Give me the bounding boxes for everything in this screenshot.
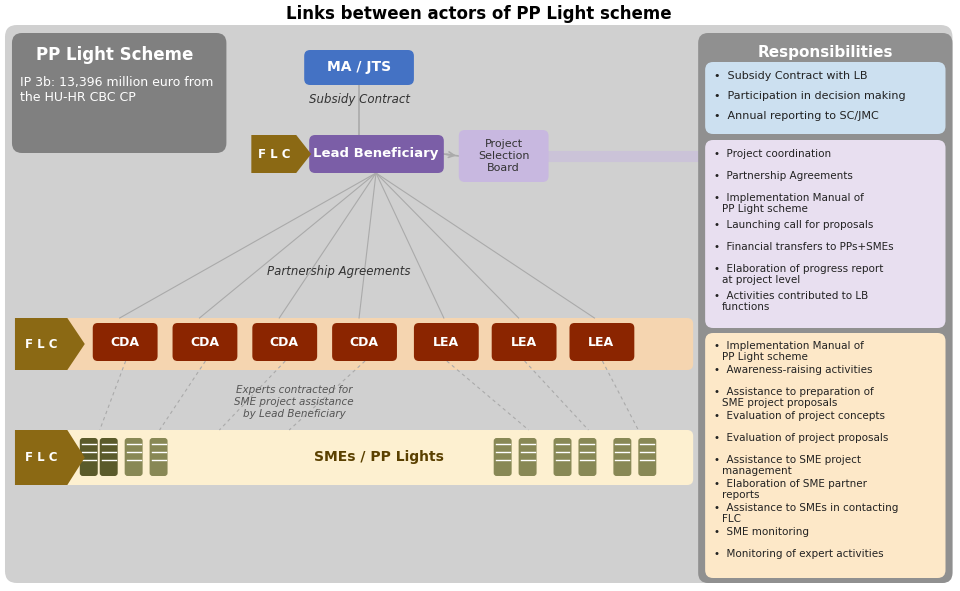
Text: •  Assistance to preparation of: • Assistance to preparation of: [714, 387, 874, 397]
Text: •  Implementation Manual of: • Implementation Manual of: [714, 193, 864, 203]
FancyBboxPatch shape: [638, 438, 657, 476]
Text: •  SME monitoring: • SME monitoring: [714, 527, 809, 537]
Text: Experts contracted for
SME project assistance
by Lead Beneficiary: Experts contracted for SME project assis…: [234, 385, 354, 418]
Text: CDA: CDA: [110, 336, 139, 349]
Text: •  Evaluation of project concepts: • Evaluation of project concepts: [714, 411, 885, 421]
Text: Project
Selection
Board: Project Selection Board: [478, 139, 529, 173]
FancyBboxPatch shape: [304, 50, 414, 85]
FancyBboxPatch shape: [332, 323, 396, 361]
FancyBboxPatch shape: [5, 25, 952, 583]
FancyBboxPatch shape: [569, 323, 635, 361]
Text: CDA: CDA: [349, 336, 378, 349]
Text: FLC: FLC: [722, 514, 741, 524]
Text: •  Awareness-raising activities: • Awareness-raising activities: [714, 365, 873, 375]
FancyBboxPatch shape: [252, 323, 317, 361]
Text: •  Assistance to SME project: • Assistance to SME project: [714, 455, 861, 465]
Text: •  Subsidy Contract with LB: • Subsidy Contract with LB: [714, 71, 868, 81]
Polygon shape: [252, 135, 311, 173]
FancyBboxPatch shape: [150, 438, 168, 476]
Text: •  Financial transfers to PPs+SMEs: • Financial transfers to PPs+SMEs: [714, 242, 894, 252]
FancyBboxPatch shape: [60, 430, 693, 485]
Text: MA / JTS: MA / JTS: [327, 60, 391, 74]
FancyBboxPatch shape: [309, 135, 444, 173]
FancyBboxPatch shape: [60, 318, 693, 370]
Text: LEA: LEA: [433, 336, 459, 349]
Text: IP 3b: 13,396 million euro from
the HU-HR CBC CP: IP 3b: 13,396 million euro from the HU-H…: [20, 76, 213, 104]
Text: Links between actors of PP Light scheme: Links between actors of PP Light scheme: [286, 5, 672, 23]
Text: at project level: at project level: [722, 275, 801, 285]
FancyBboxPatch shape: [93, 323, 157, 361]
Text: SMEs / PP Lights: SMEs / PP Lights: [314, 450, 444, 464]
FancyBboxPatch shape: [706, 62, 946, 134]
Polygon shape: [15, 318, 84, 370]
Text: •  Annual reporting to SC/JMC: • Annual reporting to SC/JMC: [714, 111, 878, 121]
Text: •  Elaboration of progress report: • Elaboration of progress report: [714, 264, 883, 274]
FancyBboxPatch shape: [613, 438, 632, 476]
Text: CDA: CDA: [270, 336, 299, 349]
Text: •  Participation in decision making: • Participation in decision making: [714, 91, 905, 101]
FancyBboxPatch shape: [80, 438, 98, 476]
Text: •  Assistance to SMEs in contacting: • Assistance to SMEs in contacting: [714, 503, 899, 513]
Text: PP Light scheme: PP Light scheme: [722, 352, 808, 362]
FancyBboxPatch shape: [173, 323, 237, 361]
FancyBboxPatch shape: [12, 33, 227, 153]
Text: Responsibilities: Responsibilities: [758, 44, 894, 60]
FancyBboxPatch shape: [459, 130, 548, 182]
Text: •  Implementation Manual of: • Implementation Manual of: [714, 341, 864, 351]
Text: Partnership Agreements: Partnership Agreements: [267, 265, 411, 278]
FancyBboxPatch shape: [706, 333, 946, 578]
Text: CDA: CDA: [190, 336, 219, 349]
Text: •  Elaboration of SME partner: • Elaboration of SME partner: [714, 479, 867, 489]
Text: SME project proposals: SME project proposals: [722, 398, 837, 408]
Text: •  Monitoring of expert activities: • Monitoring of expert activities: [714, 549, 884, 559]
Text: F L C: F L C: [257, 148, 290, 161]
Text: F L C: F L C: [25, 337, 58, 350]
FancyBboxPatch shape: [579, 438, 596, 476]
Polygon shape: [15, 430, 84, 485]
Text: functions: functions: [722, 302, 771, 312]
Text: management: management: [722, 466, 792, 476]
Text: •  Evaluation of project proposals: • Evaluation of project proposals: [714, 433, 889, 443]
Text: reports: reports: [722, 490, 759, 500]
Text: PP Light Scheme: PP Light Scheme: [36, 46, 193, 64]
FancyBboxPatch shape: [706, 140, 946, 328]
Text: •  Partnership Agreements: • Partnership Agreements: [714, 171, 853, 181]
FancyBboxPatch shape: [554, 438, 571, 476]
FancyBboxPatch shape: [698, 33, 952, 583]
FancyBboxPatch shape: [125, 438, 143, 476]
Text: •  Launching call for proposals: • Launching call for proposals: [714, 220, 874, 230]
Text: PP Light scheme: PP Light scheme: [722, 204, 808, 214]
Text: •  Project coordination: • Project coordination: [714, 149, 831, 159]
FancyBboxPatch shape: [518, 438, 537, 476]
Text: LEA: LEA: [511, 336, 537, 349]
Text: F L C: F L C: [25, 451, 58, 464]
Text: •  Activities contributed to LB: • Activities contributed to LB: [714, 291, 869, 301]
FancyBboxPatch shape: [493, 438, 512, 476]
Text: Subsidy Contract: Subsidy Contract: [308, 93, 410, 106]
FancyBboxPatch shape: [414, 323, 479, 361]
Text: LEA: LEA: [588, 336, 614, 349]
Text: Lead Beneficiary: Lead Beneficiary: [313, 148, 439, 161]
FancyBboxPatch shape: [492, 323, 557, 361]
FancyBboxPatch shape: [100, 438, 118, 476]
